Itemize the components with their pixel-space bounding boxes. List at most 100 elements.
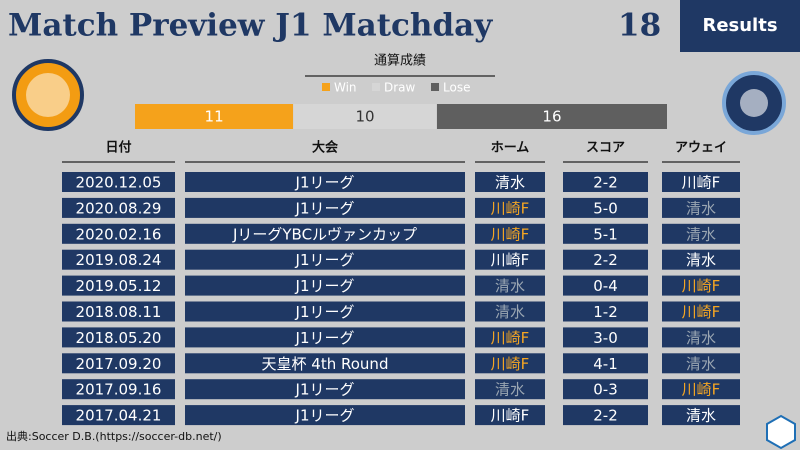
cell-text: 川崎F: [491, 355, 530, 373]
cell-bg: [475, 327, 545, 348]
cell-bg: [62, 275, 175, 296]
cell-text: 2017.09.20: [76, 355, 162, 373]
cell-bg: [62, 197, 175, 218]
cell-bg: [662, 275, 740, 296]
cell-text: 0-4: [593, 277, 618, 295]
cell-text: J1リーグ: [295, 251, 355, 269]
cell-text: 清水: [686, 329, 716, 347]
cell-text: 5-0: [593, 199, 618, 217]
cell-text: 1-2: [593, 303, 618, 321]
legend-label: Draw: [384, 81, 416, 95]
record-value: 11: [205, 108, 224, 126]
cell-text: J1リーグ: [295, 381, 355, 399]
record-bar: [293, 104, 437, 129]
cell-text: 川崎F: [682, 303, 721, 321]
cell-text: 2018.05.20: [76, 329, 162, 347]
cell-bg: [62, 249, 175, 270]
cell-bg: [662, 353, 740, 374]
cell-bg: [185, 172, 465, 192]
home-logo: [12, 59, 84, 131]
cell-bg: [563, 405, 648, 426]
cell-text: 清水: [686, 407, 716, 425]
cell-text: 清水: [495, 303, 525, 321]
cell-bg: [662, 301, 740, 322]
cell-bg: [62, 353, 175, 374]
legend-swatch: [372, 83, 380, 91]
cell-text: 5-1: [593, 225, 618, 243]
cell-bg: [563, 327, 648, 348]
cell-text: J1リーグ: [295, 329, 355, 347]
cell-text: 川崎F: [682, 174, 721, 192]
cell-bg: [662, 405, 740, 426]
record-bar: [436, 104, 667, 129]
cell-text: 2-2: [593, 174, 618, 192]
cell-text: 2019.08.24: [76, 251, 162, 269]
cell-bg: [563, 275, 648, 296]
cell-text: J1リーグ: [295, 303, 355, 321]
record-bar: [135, 104, 294, 129]
results-label[interactable]: Results: [702, 15, 777, 36]
cell-bg: [185, 249, 465, 270]
cell-bg: [185, 197, 465, 218]
cell-bg: [62, 327, 175, 348]
cell-bg: [62, 223, 175, 244]
cell-bg: [662, 379, 740, 400]
cell-bg: [563, 249, 648, 270]
cell-bg: [475, 223, 545, 244]
legend-label: Lose: [443, 81, 470, 95]
cell-text: 2020.08.29: [76, 199, 162, 217]
cell-text: 2019.05.12: [76, 277, 162, 295]
cell-bg: [662, 249, 740, 270]
corner-icon: [766, 414, 796, 450]
cell-bg: [475, 353, 545, 374]
legend-label: Win: [334, 81, 357, 95]
column-header: ホーム: [491, 141, 530, 156]
cell-bg: [185, 327, 465, 348]
cell-text: 0-3: [593, 381, 618, 399]
cell-bg: [563, 223, 648, 244]
cell-text: 2020.02.16: [76, 225, 162, 243]
matchday: 18: [618, 8, 661, 44]
cell-bg: [185, 353, 465, 374]
cell-text: 清水: [686, 355, 716, 373]
cell-bg: [185, 405, 465, 426]
cell-bg: [563, 172, 648, 192]
column-header: スコア: [586, 141, 625, 156]
cell-text: J1リーグ: [295, 277, 355, 295]
cell-bg: [475, 249, 545, 270]
cell-bg: [563, 197, 648, 218]
cell-text: JリーグYBCルヴァンカップ: [232, 225, 417, 243]
cell-bg: [475, 197, 545, 218]
cell-bg: [475, 172, 545, 192]
cell-text: 川崎F: [682, 381, 721, 399]
cell-bg: [563, 353, 648, 374]
cell-text: 4-1: [593, 355, 618, 373]
cell-bg: [662, 327, 740, 348]
cell-text: 清水: [686, 251, 716, 269]
cell-bg: [185, 275, 465, 296]
cell-bg: [185, 223, 465, 244]
cell-bg: [475, 405, 545, 426]
cell-bg: [662, 172, 740, 192]
column-header: 日付: [105, 140, 131, 156]
cell-text: 清水: [686, 225, 716, 243]
legend-swatch: [431, 83, 439, 91]
source: 出典:Soccer D.B.(https://soccer-db.net/): [6, 429, 222, 443]
cell-text: 2-2: [593, 407, 618, 425]
cell-text: 川崎F: [491, 251, 530, 269]
column-header: 大会: [312, 140, 339, 156]
cell-text: 川崎F: [491, 199, 530, 217]
record-value: 16: [542, 108, 561, 126]
cell-bg: [475, 379, 545, 400]
cell-bg: [62, 379, 175, 400]
cell-text: 清水: [686, 199, 716, 217]
record-value: 10: [356, 108, 375, 126]
cell-text: 川崎F: [491, 407, 530, 425]
cell-bg: [475, 275, 545, 296]
results-button[interactable]: [680, 0, 800, 52]
column-header: アウェイ: [675, 141, 727, 156]
cell-bg: [185, 379, 465, 400]
cell-text: 川崎F: [491, 225, 530, 243]
cell-text: 清水: [495, 174, 525, 192]
